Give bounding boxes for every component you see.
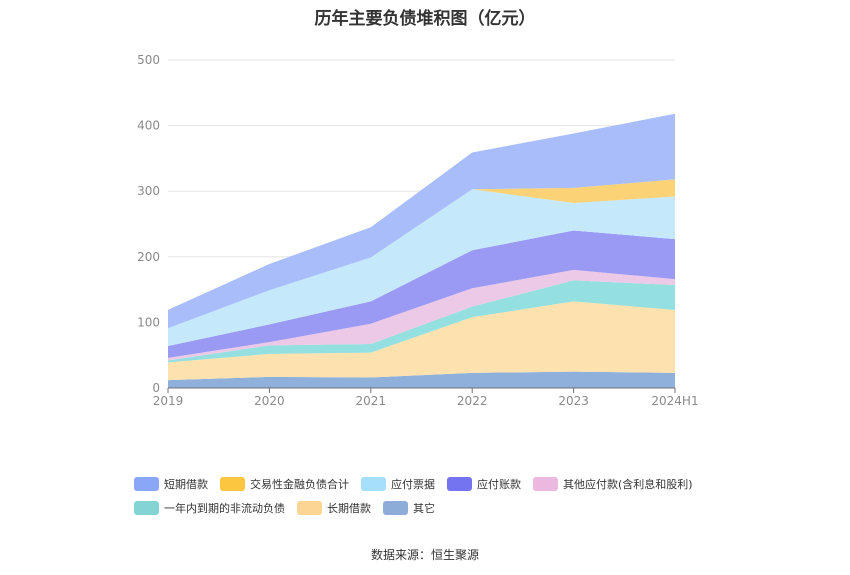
chart-title: 历年主要负债堆积图（亿元） [314, 9, 536, 29]
legend-item[interactable]: 一年内到期的非流动负债 [134, 500, 285, 516]
y-tick-label: 100 [137, 315, 160, 329]
legend-swatch [361, 477, 386, 491]
legend-item[interactable]: 应付账款 [447, 476, 521, 492]
legend-swatch [297, 501, 322, 515]
stacked-area-chart: 0 100 200 300 400 500 2019 2020 2021 2022 2023 2024… [137, 53, 699, 408]
area-series [168, 280, 675, 363]
legend-swatch [134, 501, 159, 515]
legend-swatch [134, 477, 159, 491]
area-series [168, 371, 675, 388]
legend-label: 应付账款 [477, 478, 521, 491]
area-layer [168, 113, 675, 388]
x-tick-label: 2023 [558, 394, 589, 408]
legend-swatch [533, 477, 558, 491]
x-tick-label: 2022 [457, 394, 488, 408]
y-tick-label: 500 [137, 53, 160, 67]
legend-swatch [383, 501, 408, 515]
legend-item[interactable]: 长期借款 [297, 500, 371, 516]
x-tick-label: 2020 [254, 394, 285, 408]
legend-label: 交易性金融负债合计 [250, 478, 349, 491]
legend-item[interactable]: 其它 [383, 500, 435, 516]
legend-swatch [447, 477, 472, 491]
area-series [168, 269, 675, 361]
legend-label: 其它 [413, 502, 435, 515]
x-tick-label: 2021 [356, 394, 387, 408]
y-tick-label: 300 [137, 184, 160, 198]
legend-swatch [220, 477, 245, 491]
legend-item[interactable]: 短期借款 [134, 476, 208, 492]
area-series [168, 179, 675, 329]
x-tick-label: 2024H1 [651, 394, 698, 408]
legend-label: 一年内到期的非流动负债 [164, 502, 285, 515]
area-series [168, 113, 675, 329]
legend-label: 短期借款 [164, 478, 208, 491]
legend-row: 一年内到期的非流动负债 长期借款 其它 [134, 496, 754, 520]
x-tick-label: 2019 [153, 394, 184, 408]
area-series [168, 230, 675, 358]
legend-label: 应付票据 [391, 478, 435, 491]
legend-row: 短期借款 交易性金融负债合计 应付票据 应付账款 其他应付款(含利息和股利) [134, 472, 754, 496]
y-tick-label: 200 [137, 250, 160, 264]
legend-item[interactable]: 应付票据 [361, 476, 435, 492]
legend-item[interactable]: 交易性金融负债合计 [220, 476, 349, 492]
legend: 短期借款 交易性金融负债合计 应付票据 应付账款 其他应付款(含利息和股利) 一年内到期… [134, 472, 754, 520]
y-tick-label: 0 [152, 381, 160, 395]
source-note: 数据来源：恒生聚源 [370, 548, 479, 562]
area-series [168, 301, 675, 381]
legend-item[interactable]: 其他应付款(含利息和股利) [533, 476, 693, 492]
legend-label: 长期借款 [327, 502, 371, 515]
y-tick-label: 400 [137, 119, 160, 133]
axis-layer: 0 100 200 300 400 500 2019 2020 2021 2022 2023 2024… [137, 53, 699, 408]
legend-label: 其他应付款(含利息和股利) [563, 478, 693, 491]
area-series [168, 189, 675, 347]
